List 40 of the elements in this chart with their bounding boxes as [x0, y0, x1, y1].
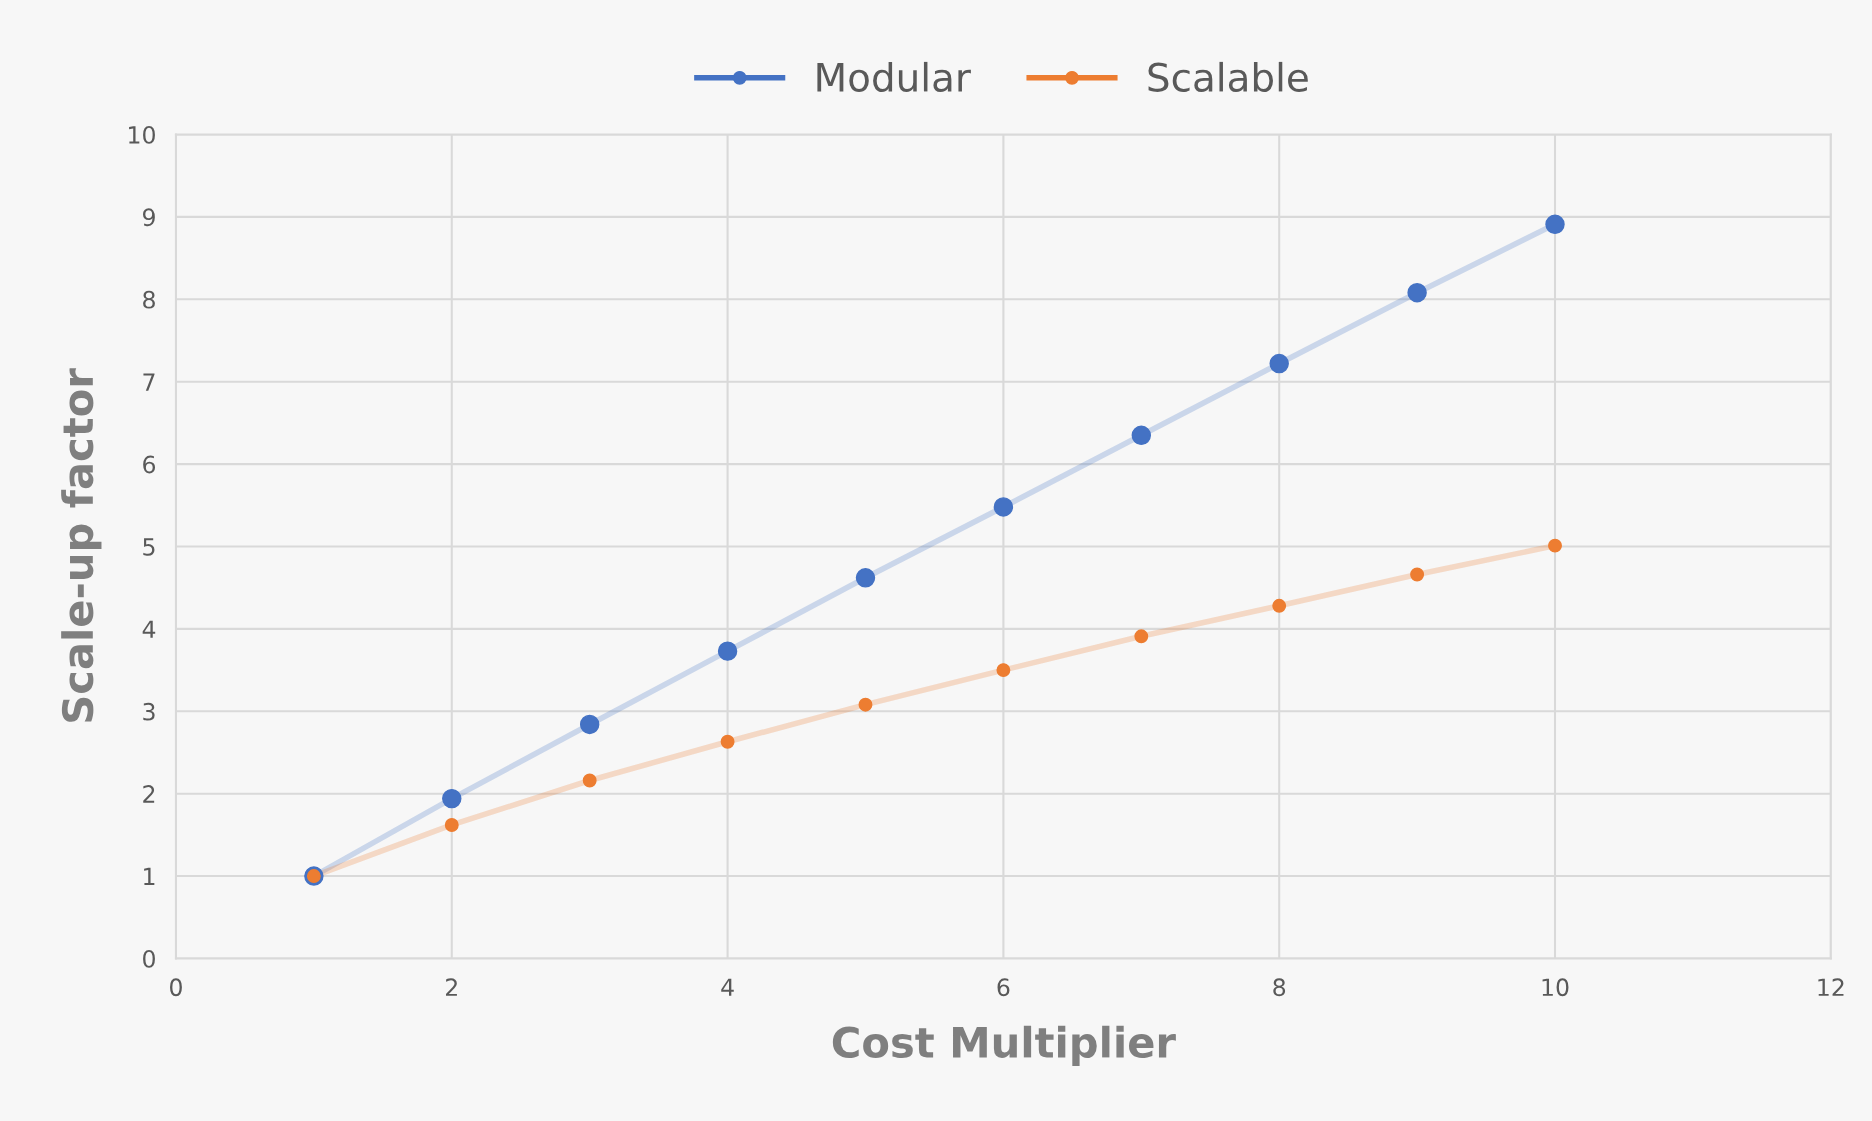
y-tick-label: 10: [129, 125, 155, 144]
point: [1134, 629, 1149, 644]
x-tick-label: 12: [1818, 978, 1844, 996]
x-tick-label: 0: [170, 978, 182, 997]
y-tick-label: 7: [143, 373, 155, 391]
point: [1545, 214, 1565, 235]
y-tick-label: 3: [143, 702, 155, 721]
x-tick-label: 10: [1542, 978, 1569, 997]
point: [1269, 353, 1289, 374]
point: [582, 773, 597, 788]
point: [1407, 282, 1427, 303]
y-tick-label: 5: [143, 538, 155, 556]
point: [1548, 538, 1562, 553]
x-tick-label: 2: [446, 978, 457, 996]
x-tick-label: 4: [721, 978, 734, 996]
point: [1410, 567, 1425, 582]
point: [720, 734, 735, 749]
y-tick-label: 4: [142, 620, 156, 638]
y-tick-label: 9: [142, 208, 155, 227]
point: [444, 818, 459, 832]
legend-label: Scalable: [1148, 61, 1308, 92]
x-tick-label: 8: [1273, 978, 1286, 997]
y-tick-label: 2: [143, 785, 155, 803]
y-tick-label: 0: [143, 949, 155, 968]
y-tick-label: 1: [144, 867, 155, 886]
y-axis-title: Scale-up factor: [61, 368, 102, 722]
point: [1272, 598, 1287, 613]
point: [1131, 425, 1152, 445]
y-tick-label: 8: [143, 290, 155, 309]
point: [993, 497, 1014, 517]
y-tick-label: 6: [143, 455, 156, 474]
legend-label: Modular: [817, 61, 971, 92]
point: [717, 641, 738, 661]
point: [996, 663, 1011, 678]
point: [858, 697, 873, 712]
x-axis-title: Cost Multiplier: [832, 1025, 1176, 1067]
point: [855, 568, 876, 588]
point: [442, 788, 462, 809]
point: [579, 714, 600, 735]
x-tick-label: 6: [997, 978, 1010, 997]
